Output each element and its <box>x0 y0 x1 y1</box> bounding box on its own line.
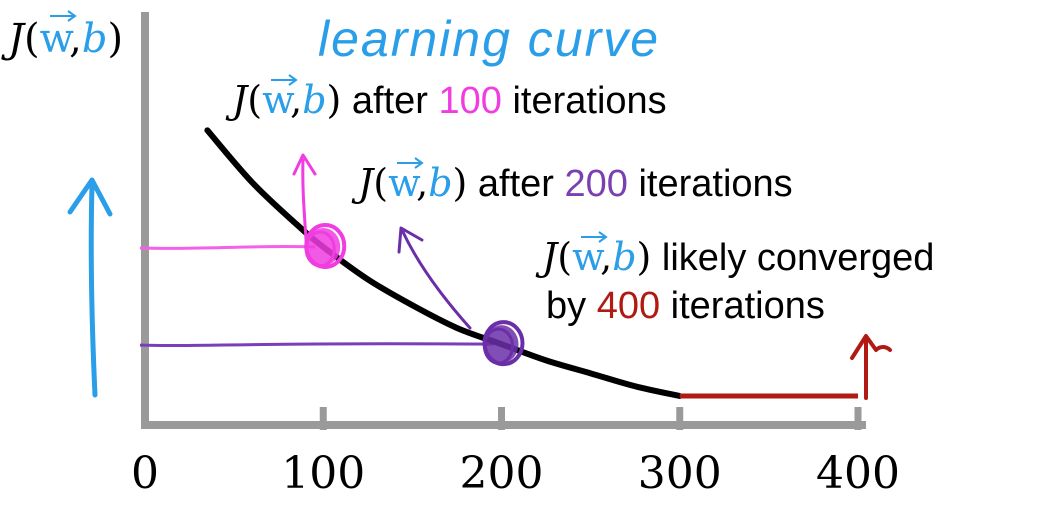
y-axis-label: J(w,b) <box>1 16 123 62</box>
annotation-100-iterations: J(w,b) after 100 iterations <box>225 78 667 122</box>
x-tick-label-300: 300 <box>638 448 722 499</box>
guide-line-100 <box>139 244 316 250</box>
x-tick-label-200: 200 <box>460 448 544 499</box>
guide-line-200 <box>139 342 494 348</box>
y-label-close: ) <box>107 16 123 62</box>
x-tick-label-100: 100 <box>281 448 365 499</box>
annotation-2-vector-arrow <box>397 157 424 169</box>
annotation-converged-line-2: by 400 iterations <box>546 285 825 327</box>
chart-title: learning curve <box>318 11 660 67</box>
magenta-arrow-icon <box>292 153 317 257</box>
y-label-j: J <box>1 16 26 62</box>
cost-curve <box>204 127 683 399</box>
x-tick-label-0: 0 <box>131 448 159 499</box>
annotation-1-vector-arrow <box>271 74 298 86</box>
annotation-200-iterations: J(w,b) after 200 iterations <box>351 161 793 205</box>
y-label-open: ( <box>24 16 40 62</box>
y-label-w: w <box>40 16 74 62</box>
markers <box>304 222 525 367</box>
y-label-b: b <box>82 16 108 62</box>
red-arrow-icon <box>850 334 892 400</box>
y-label-comma: , <box>69 16 82 62</box>
marker-100 <box>304 222 347 269</box>
increase-arrow-icon <box>67 177 113 398</box>
plot-area <box>204 127 858 399</box>
annotation-3-vector-arrow <box>581 231 608 243</box>
x-ticks: 0 100 200 300 400 <box>131 407 900 499</box>
x-tick-label-400: 400 <box>816 448 900 499</box>
marker-guides <box>139 244 494 348</box>
annotation-converged-line-1: J(w,b) likely converged <box>535 235 934 279</box>
marker-200 <box>482 320 525 367</box>
purple-arrow-icon <box>397 226 472 330</box>
y-label-vector-arrowhead <box>67 10 77 22</box>
